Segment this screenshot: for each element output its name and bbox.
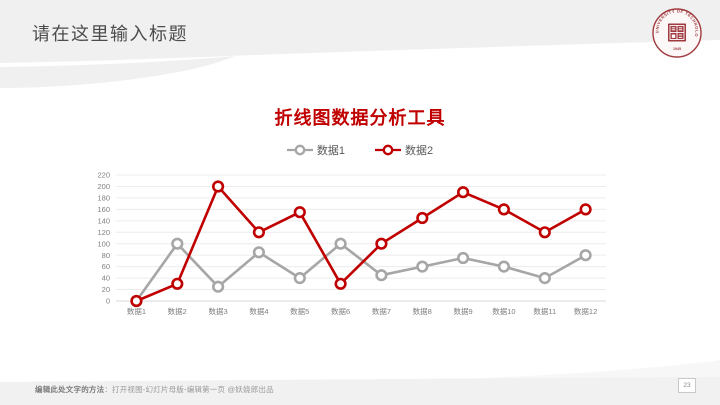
y-tick-label: 100 [97,239,110,248]
x-tick-label: 数据10 [492,306,515,316]
data-point [252,246,265,259]
footer-note-bold: 编辑此处文字的方法 [35,385,105,394]
data-point [579,249,592,262]
y-tick-label: 200 [97,182,110,191]
y-tick-label: 20 [102,285,110,294]
footer-wave-background [0,350,720,405]
y-tick-label: 140 [97,216,110,225]
x-tick-label: 数据11 [533,306,556,316]
x-tick-label: 数据8 [413,306,432,316]
x-tick-label: 数据7 [372,306,391,316]
data-point [538,226,551,239]
line-chart-svg: 0 20 40 60 80 100 120 140 160 180 200 220 数据1 数据2 数据3 数… [97,171,606,316]
series-line [135,185,587,303]
data-point [416,211,429,225]
data-point [416,260,429,273]
data-point [334,277,347,290]
y-tick-label: 0 [106,297,110,306]
legend-label: 数据2 [405,145,434,157]
data-point [538,271,551,285]
chart-title: 折线图数据分析工具 [274,108,446,128]
x-tick-label: 数据2 [168,306,187,316]
data-point [130,294,143,308]
data-point [497,260,511,273]
data-point [171,237,184,250]
legend-marker-icon [286,144,313,156]
data-point [334,237,347,250]
page-number-badge: 23 [678,378,696,393]
x-tick-label: 数据3 [208,306,227,316]
y-tick-label: 180 [97,194,110,203]
seal-center-emblem [668,23,686,42]
data-point [171,277,184,290]
legend-item: 数据2 [375,142,433,158]
x-tick-label: 数据6 [331,306,350,316]
legend-item: 数据1 [286,142,345,158]
header-wave-background [0,0,720,88]
data-point [579,203,592,216]
legend-marker-icon [375,144,401,156]
line-chart: 0 20 40 60 80 100 120 140 160 180 200 220 数据1 数据2 数据3 数… [85,162,630,322]
y-tick-label: 80 [102,251,110,260]
slide-title-placeholder: 请在这里输入标题 [32,24,188,44]
footer-wave-shapes [0,360,720,405]
y-tick-label: 220 [97,171,110,180]
data-point [252,226,265,239]
chart-legend: 数据1 数据2 [0,142,720,158]
x-tick-label: 数据5 [290,306,309,316]
series-line [135,242,587,303]
x-tick-label: 数据9 [453,306,472,316]
data-point [457,251,470,265]
university-seal-logo: UNIVERSITY OF TECHNOLOGY 1945 [651,7,702,58]
data-point [293,271,306,285]
y-tick-label: 120 [97,228,110,237]
seal-year-text: 1945 [673,47,681,51]
legend-label: 数据1 [316,145,345,157]
y-tick-label: 160 [97,205,110,214]
y-tick-label: 40 [102,274,110,283]
y-tick-label: 60 [102,262,110,271]
data-point [212,280,225,293]
data-point [212,180,225,193]
data-point [497,203,511,216]
x-tick-label: 数据12 [574,306,597,316]
x-tick-label: 数据4 [249,306,268,316]
data-point [375,237,388,250]
x-tick-label: 数据1 [127,306,146,316]
data-point [293,206,306,219]
footer-note-rest: ：打开视图-幻灯片母版-编辑第一页 @妖娆郎出品 [104,385,274,394]
data-point [375,269,388,282]
footer-note: 编辑此处文字的方法：打开视图-幻灯片母版-编辑第一页 @妖娆郎出品 [35,384,274,395]
data-point [457,186,470,199]
